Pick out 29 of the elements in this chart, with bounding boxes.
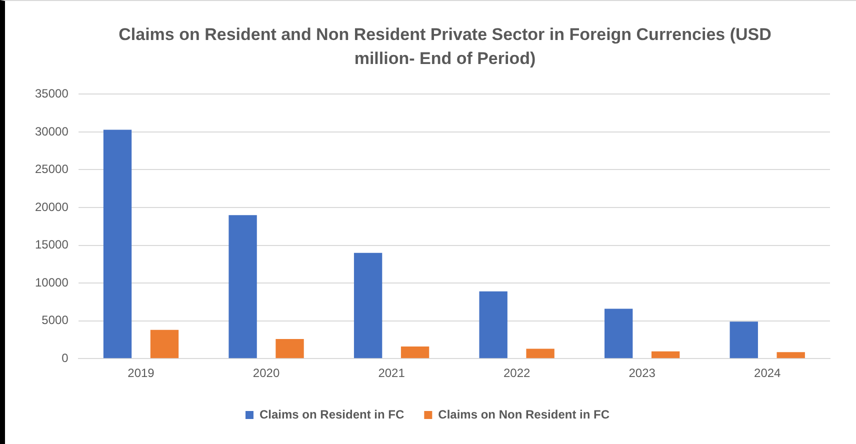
- bar: [479, 291, 508, 358]
- bar: [354, 252, 382, 358]
- x-tick-label: 2020: [252, 366, 280, 380]
- x-tick-label: 2021: [378, 366, 406, 380]
- bar: [730, 322, 758, 358]
- legend-label: Claims on Non Resident in FC: [438, 407, 610, 422]
- y-tick-label: 35000: [34, 86, 69, 101]
- x-tick-label: 2023: [628, 366, 656, 380]
- bar: [103, 130, 132, 358]
- bar: [276, 338, 304, 358]
- bar: [526, 348, 554, 358]
- y-tick-label: 5000: [42, 313, 69, 328]
- y-tick-label: 15000: [34, 238, 69, 252]
- x-tick-label: 2019: [128, 366, 155, 380]
- bar: [400, 346, 430, 358]
- x-tick-label: 2024: [754, 366, 782, 380]
- y-tick-label: 30000: [34, 124, 69, 138]
- bar: [228, 215, 257, 358]
- y-tick-label: 20000: [34, 200, 69, 214]
- bar: [651, 351, 680, 358]
- y-tick-label: 0: [62, 350, 69, 365]
- legend-label: Claims on Resident in FC: [259, 407, 405, 422]
- y-tick-label: 10000: [34, 275, 69, 290]
- bar: [150, 330, 179, 358]
- bar: [604, 308, 633, 358]
- chart-title: Claims on Resident and Non Resident Private Sector in Foreign Currencies (USD million- End of Period): [118, 24, 772, 70]
- bar: [776, 352, 805, 358]
- x-tick-label: 2022: [503, 366, 530, 380]
- y-tick-label: 25000: [34, 162, 69, 176]
